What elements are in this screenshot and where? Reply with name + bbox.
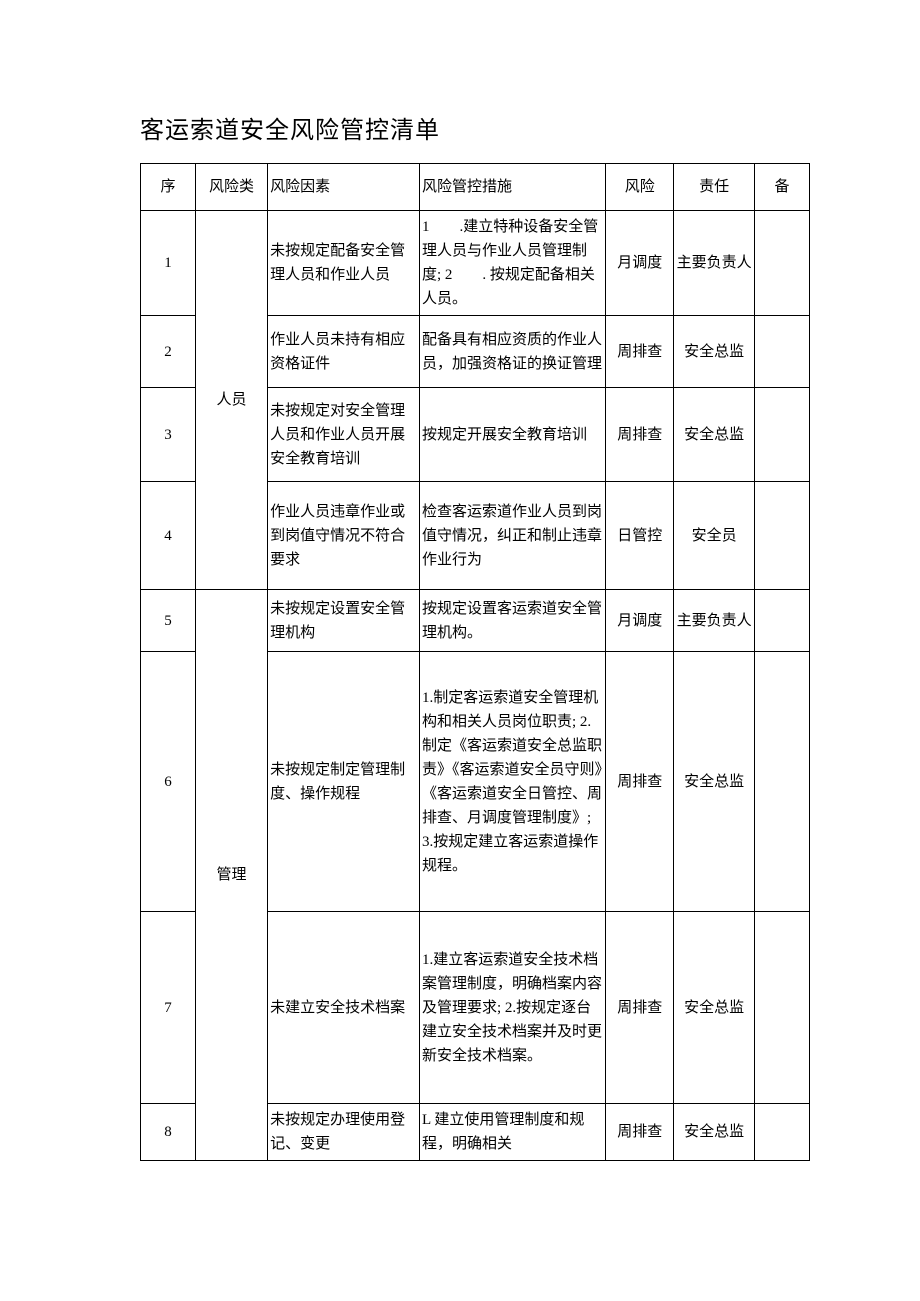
cell-measure: 1.建立客运索道安全技术档案管理制度，明确档案内容及管理要求; 2.按规定逐台建… xyxy=(420,912,606,1104)
cell-category: 管理 xyxy=(195,590,267,1161)
col-factor-header: 风险因素 xyxy=(268,164,420,211)
cell-remark xyxy=(755,482,810,590)
cell-seq: 6 xyxy=(141,652,196,912)
cell-measure: 1.制定客运索道安全管理机构和相关人员岗位职责; 2.制定《客运索道安全总监职责… xyxy=(420,652,606,912)
cell-remark xyxy=(755,590,810,652)
cell-seq: 1 xyxy=(141,211,196,316)
cell-factor: 未建立安全技术档案 xyxy=(268,912,420,1104)
cell-factor: 未按规定设置安全管理机构 xyxy=(268,590,420,652)
cell-risk: 周排查 xyxy=(606,1104,674,1161)
cell-measure: 按规定开展安全教育培训 xyxy=(420,388,606,482)
risk-table: 序 风险类 风险因素 风险管控措施 风险 责任 备 1 人员 未按规定配备安全管… xyxy=(140,163,810,1161)
cell-resp: 安全总监 xyxy=(674,652,755,912)
col-measure-header: 风险管控措施 xyxy=(420,164,606,211)
cell-resp: 安全员 xyxy=(674,482,755,590)
cell-category: 人员 xyxy=(195,211,267,590)
cell-factor: 作业人员违章作业或到岗值守情况不符合要求 xyxy=(268,482,420,590)
cell-seq: 5 xyxy=(141,590,196,652)
cell-resp: 主要负责人 xyxy=(674,211,755,316)
cell-risk: 周排查 xyxy=(606,388,674,482)
cell-measure: 配备具有相应资质的作业人员，加强资格证的换证管理 xyxy=(420,316,606,388)
cell-remark xyxy=(755,211,810,316)
cell-remark xyxy=(755,1104,810,1161)
cell-measure: L 建立使用管理制度和规程，明确相关 xyxy=(420,1104,606,1161)
cell-remark xyxy=(755,316,810,388)
cell-remark xyxy=(755,652,810,912)
document-page: 客运索道安全风险管控清单 序 风险类 风险因素 风险管控措施 风险 责任 备 1… xyxy=(0,0,920,1161)
cell-resp: 主要负责人 xyxy=(674,590,755,652)
col-cat-header: 风险类 xyxy=(195,164,267,211)
cell-seq: 7 xyxy=(141,912,196,1104)
cell-resp: 安全总监 xyxy=(674,388,755,482)
table-row: 5 管理 未按规定设置安全管理机构 按规定设置客运索道安全管理机构。 月调度 主… xyxy=(141,590,810,652)
cell-seq: 3 xyxy=(141,388,196,482)
cell-seq: 4 xyxy=(141,482,196,590)
cell-resp: 安全总监 xyxy=(674,316,755,388)
cell-risk: 周排查 xyxy=(606,316,674,388)
cell-risk: 日管控 xyxy=(606,482,674,590)
cell-factor: 未按规定配备安全管理人员和作业人员 xyxy=(268,211,420,316)
cell-factor: 未按规定对安全管理人员和作业人员开展安全教育培训 xyxy=(268,388,420,482)
cell-measure: 按规定设置客运索道安全管理机构。 xyxy=(420,590,606,652)
page-title: 客运索道安全风险管控清单 xyxy=(140,110,820,145)
cell-remark xyxy=(755,388,810,482)
cell-remark xyxy=(755,912,810,1104)
col-risk-header: 风险 xyxy=(606,164,674,211)
cell-resp: 安全总监 xyxy=(674,912,755,1104)
cell-risk: 周排查 xyxy=(606,912,674,1104)
table-header-row: 序 风险类 风险因素 风险管控措施 风险 责任 备 xyxy=(141,164,810,211)
cell-risk: 月调度 xyxy=(606,590,674,652)
col-remark-header: 备 xyxy=(755,164,810,211)
cell-risk: 月调度 xyxy=(606,211,674,316)
table-row: 1 人员 未按规定配备安全管理人员和作业人员 1 .建立特种设备安全管理人员与作… xyxy=(141,211,810,316)
cell-resp: 安全总监 xyxy=(674,1104,755,1161)
cell-factor: 作业人员未持有相应资格证件 xyxy=(268,316,420,388)
cell-factor: 未按规定制定管理制度、操作规程 xyxy=(268,652,420,912)
col-seq-header: 序 xyxy=(141,164,196,211)
cell-seq: 2 xyxy=(141,316,196,388)
cell-factor: 未按规定办理使用登记、变更 xyxy=(268,1104,420,1161)
cell-measure: 检查客运索道作业人员到岗值守情况，纠正和制止违章作业行为 xyxy=(420,482,606,590)
cell-risk: 周排查 xyxy=(606,652,674,912)
col-resp-header: 责任 xyxy=(674,164,755,211)
cell-seq: 8 xyxy=(141,1104,196,1161)
cell-measure: 1 .建立特种设备安全管理人员与作业人员管理制度; 2 . 按规定配备相关人员。 xyxy=(420,211,606,316)
